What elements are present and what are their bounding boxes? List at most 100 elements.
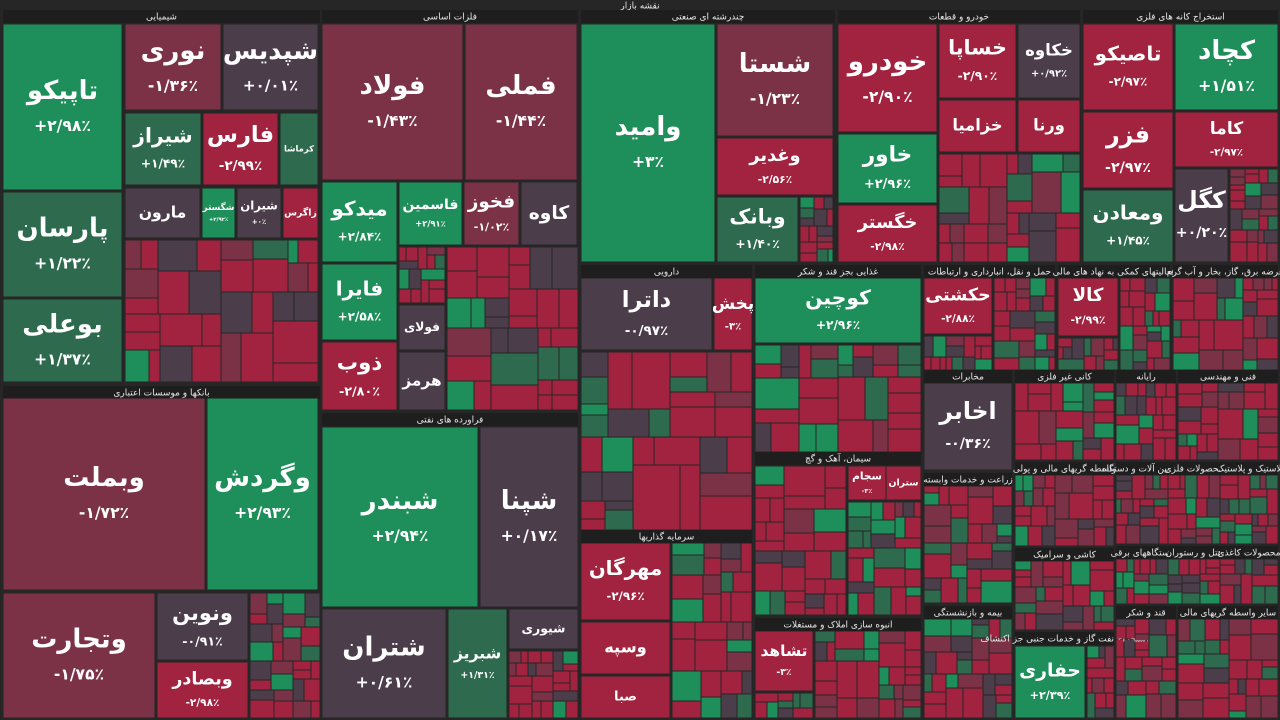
stock-tile[interactable] xyxy=(1162,341,1170,358)
stock-tile[interactable] xyxy=(805,551,831,579)
stock-tile[interactable] xyxy=(1093,486,1114,500)
stock-tile[interactable] xyxy=(727,437,752,473)
stock-tile[interactable] xyxy=(1116,491,1132,499)
stock-tile[interactable] xyxy=(695,640,727,671)
stock-tile[interactable] xyxy=(755,345,781,364)
stock-tile[interactable] xyxy=(1133,326,1147,335)
stock-tile[interactable] xyxy=(1116,444,1124,460)
stock-tile[interactable] xyxy=(1163,415,1176,430)
stock-tile[interactable] xyxy=(1190,619,1205,641)
stock-tile[interactable] xyxy=(1218,392,1229,409)
stock-tile[interactable] xyxy=(1195,641,1205,654)
stock-tile[interactable] xyxy=(250,690,274,700)
stock-tile[interactable] xyxy=(695,622,727,640)
stock-tile[interactable] xyxy=(553,691,578,701)
stock-tile[interactable] xyxy=(672,575,703,599)
stock-tile[interactable] xyxy=(1094,606,1101,622)
stock-tile[interactable] xyxy=(203,113,278,185)
stock-tile[interactable] xyxy=(1245,196,1261,209)
stock-tile[interactable] xyxy=(1258,447,1278,460)
stock-tile[interactable] xyxy=(516,663,528,676)
stock-tile[interactable] xyxy=(1173,301,1194,320)
stock-tile[interactable] xyxy=(1187,434,1197,446)
stock-tile[interactable] xyxy=(581,622,670,674)
stock-tile[interactable] xyxy=(924,636,951,652)
stock-tile[interactable] xyxy=(1178,654,1204,664)
stock-tile[interactable] xyxy=(1228,532,1235,544)
stock-tile[interactable] xyxy=(399,352,445,410)
stock-tile[interactable] xyxy=(519,704,532,718)
stock-tile[interactable] xyxy=(1094,400,1114,412)
stock-tile[interactable] xyxy=(848,593,858,615)
stock-tile[interactable] xyxy=(274,690,293,701)
stock-tile[interactable] xyxy=(1153,438,1165,460)
stock-tile[interactable] xyxy=(837,698,857,718)
stock-tile[interactable] xyxy=(811,345,838,359)
stock-tile[interactable] xyxy=(1247,660,1262,679)
stock-tile[interactable] xyxy=(879,631,905,643)
stock-tile[interactable] xyxy=(447,247,477,271)
stock-tile[interactable] xyxy=(581,377,608,404)
stock-tile[interactable] xyxy=(838,345,853,365)
stock-tile[interactable] xyxy=(1056,428,1083,441)
stock-tile[interactable] xyxy=(241,333,273,382)
stock-tile[interactable] xyxy=(1245,169,1259,174)
stock-tile[interactable] xyxy=(418,247,427,269)
stock-tile[interactable] xyxy=(530,247,552,289)
stock-tile[interactable] xyxy=(782,567,805,591)
stock-tile[interactable] xyxy=(528,663,536,676)
stock-tile[interactable] xyxy=(1043,296,1055,311)
stock-tile[interactable] xyxy=(1178,394,1202,407)
stock-tile[interactable] xyxy=(1197,434,1207,452)
stock-tile[interactable] xyxy=(1106,527,1114,546)
stock-tile[interactable] xyxy=(237,188,281,238)
stock-tile[interactable] xyxy=(838,377,865,420)
stock-tile[interactable] xyxy=(1116,559,1127,572)
stock-tile[interactable] xyxy=(968,524,982,543)
stock-tile[interactable] xyxy=(1140,526,1159,544)
stock-tile[interactable] xyxy=(1181,320,1199,337)
stock-tile[interactable] xyxy=(879,685,894,699)
stock-tile[interactable] xyxy=(1116,499,1121,513)
stock-tile[interactable] xyxy=(552,247,578,289)
stock-tile[interactable] xyxy=(733,572,752,592)
stock-tile[interactable] xyxy=(491,385,538,410)
stock-tile[interactable] xyxy=(838,24,937,132)
stock-tile[interactable] xyxy=(1223,350,1243,370)
stock-tile[interactable] xyxy=(1230,169,1245,177)
stock-tile[interactable] xyxy=(755,563,782,591)
stock-tile[interactable] xyxy=(283,188,318,238)
stock-tile[interactable] xyxy=(1154,499,1168,506)
stock-tile[interactable] xyxy=(1016,278,1030,289)
stock-tile[interactable] xyxy=(1225,298,1243,320)
stock-tile[interactable] xyxy=(989,619,1000,638)
stock-tile[interactable] xyxy=(1235,278,1243,298)
stock-tile[interactable] xyxy=(288,240,298,263)
stock-tile[interactable] xyxy=(924,486,939,493)
stock-tile[interactable] xyxy=(1204,654,1229,668)
stock-tile[interactable] xyxy=(427,247,445,255)
stock-tile[interactable] xyxy=(1031,561,1043,587)
stock-tile[interactable] xyxy=(1083,412,1094,438)
stock-tile[interactable] xyxy=(848,548,874,558)
stock-tile[interactable] xyxy=(1140,506,1154,518)
stock-tile[interactable] xyxy=(1116,513,1128,525)
stock-tile[interactable] xyxy=(1252,559,1264,575)
stock-tile[interactable] xyxy=(1252,586,1265,604)
stock-tile[interactable] xyxy=(1229,499,1239,514)
stock-tile[interactable] xyxy=(1047,506,1055,526)
stock-tile[interactable] xyxy=(831,551,846,579)
stock-tile[interactable] xyxy=(905,631,921,650)
stock-tile[interactable] xyxy=(1139,428,1153,444)
stock-tile[interactable] xyxy=(125,350,149,382)
stock-tile[interactable] xyxy=(951,543,967,565)
stock-tile[interactable] xyxy=(1028,526,1042,546)
stock-tile[interactable] xyxy=(1116,695,1126,718)
stock-tile[interactable] xyxy=(1138,383,1146,396)
stock-tile[interactable] xyxy=(874,568,905,587)
stock-tile[interactable] xyxy=(1120,278,1130,291)
stock-tile[interactable] xyxy=(784,496,825,509)
stock-tile[interactable] xyxy=(800,197,814,208)
stock-tile[interactable] xyxy=(1134,581,1149,594)
stock-tile[interactable] xyxy=(1230,185,1245,190)
